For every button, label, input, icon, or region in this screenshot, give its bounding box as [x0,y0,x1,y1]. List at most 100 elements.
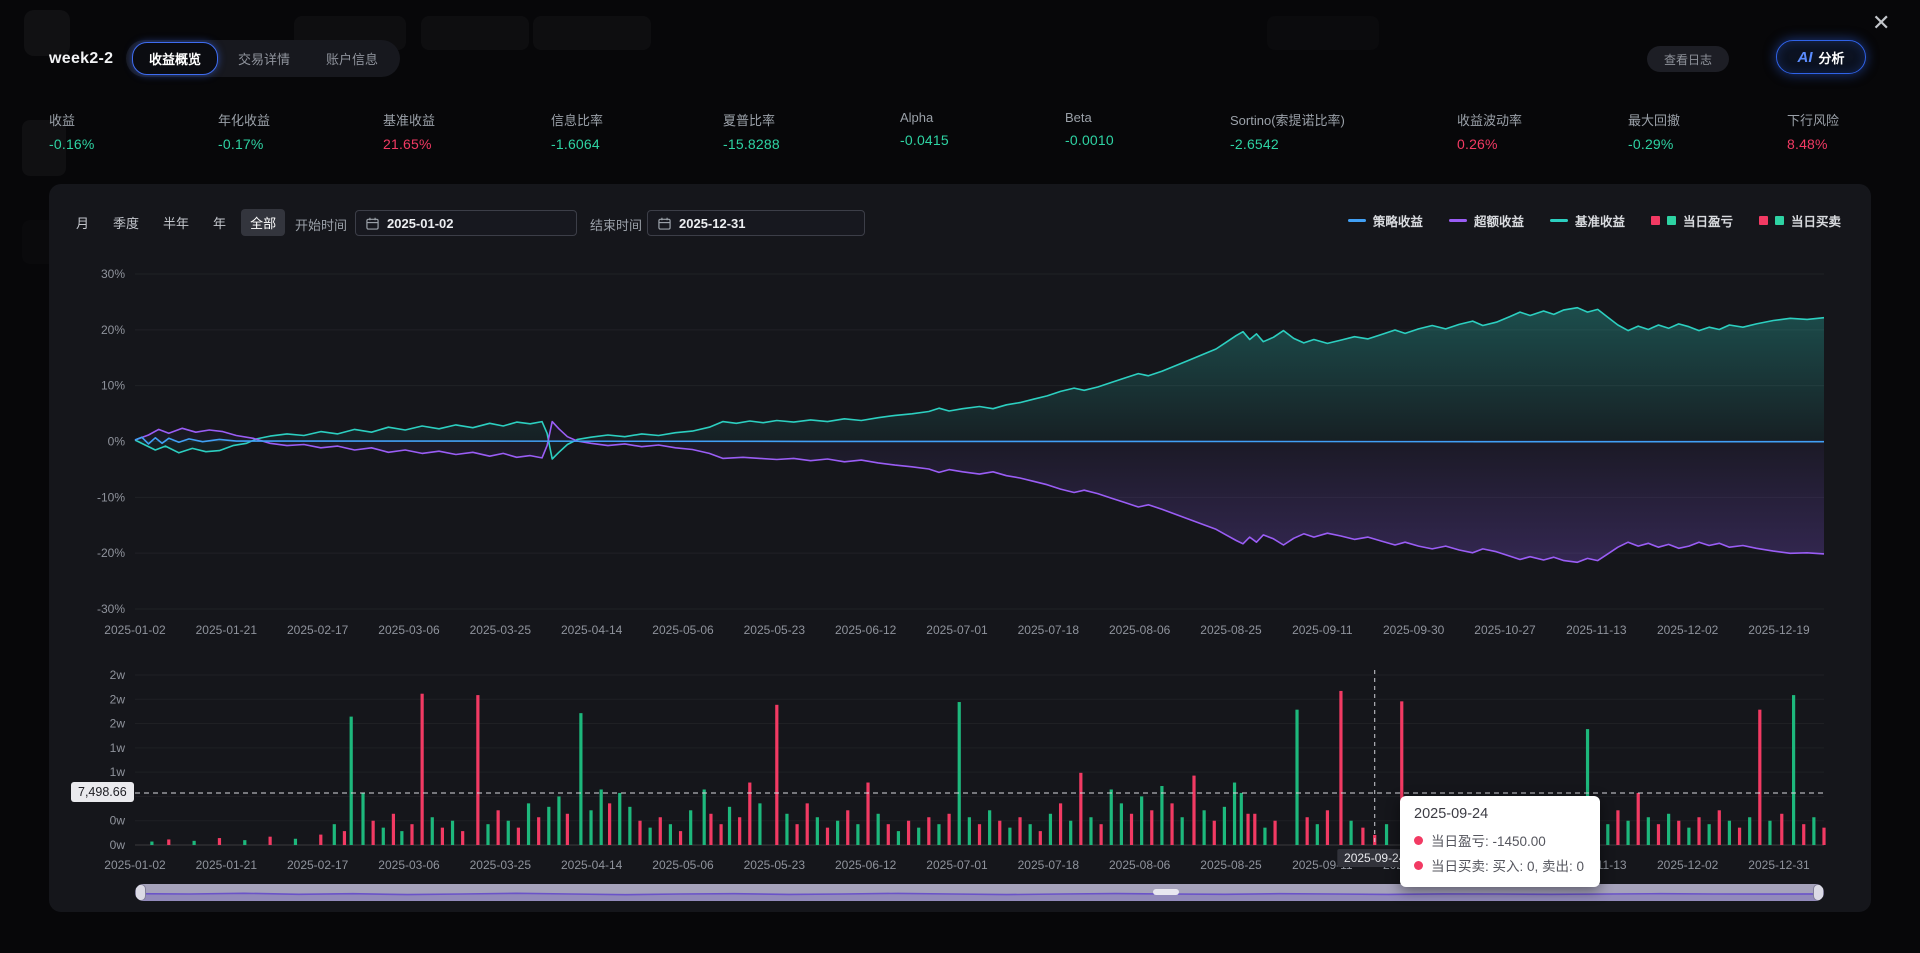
pnl-bar [856,824,859,845]
metric-label: 收益 [49,110,95,129]
pnl-bar [1306,817,1309,845]
pnl-bar [333,824,336,845]
metric-最大回撤: 最大回撤 -0.29% [1628,110,1680,152]
bar-y-tick: 1w [110,765,126,779]
pnl-bar [1718,810,1721,845]
pnl-bar [486,824,489,845]
pnl-bar [1160,786,1163,845]
metric-label: 信息比率 [551,110,603,129]
bar-x-tick: 2025-08-25 [1200,858,1262,872]
datazoom-right-handle[interactable] [1813,884,1824,901]
main-y-tick: -10% [97,490,125,504]
main-y-tick: 20% [101,323,125,337]
metric-label: 夏普比率 [723,110,780,129]
metric-收益: 收益-0.16% [49,110,95,152]
main-x-tick: 2025-03-06 [378,623,440,637]
bar-x-tick: 2025-08-06 [1109,858,1171,872]
pnl-bar [917,828,920,845]
pnl-bar [689,810,692,845]
bar-x-tick: 2025-01-21 [196,858,258,872]
pnl-bar [1748,817,1751,845]
bar-x-tick: 2025-03-06 [378,858,440,872]
pnl-bar [1626,821,1629,845]
pnl-bar [1361,828,1364,845]
pnl-bar [1181,817,1184,845]
main-x-tick: 2025-05-06 [652,623,714,637]
bar-x-tick: 2025-07-18 [1018,858,1080,872]
pnl-bar [350,717,353,845]
view-log-button[interactable]: 查看日志 [1647,46,1729,72]
pnl-bar [1657,824,1660,845]
close-icon[interactable]: ✕ [1872,12,1890,34]
datazoom-move-handle[interactable] [1153,889,1179,895]
pnl-bar [1295,710,1298,845]
pnl-bar [392,814,395,845]
pnl-bar [1263,828,1266,845]
tab-交易详情[interactable]: 交易详情 [222,43,306,74]
pnl-bar [1240,793,1243,845]
main-x-tick: 2025-11-13 [1566,623,1627,637]
bar-x-tick: 2025-12-31 [1748,858,1810,872]
pnl-bar [589,810,592,845]
metric-value: -0.0415 [900,132,949,148]
pnl-bar [527,803,530,845]
metric-label: 最大回撤 [1628,110,1680,129]
bar-y-tick: 2w [110,717,126,731]
metric-value: -15.8288 [723,136,780,152]
pnl-bar [1213,821,1216,845]
metric-value: -0.0010 [1065,132,1114,148]
main-x-tick: 2025-04-14 [561,623,623,637]
metric-label: 基准收益 [383,110,435,129]
metric-收益波动率: 收益波动率0.26% [1457,110,1522,152]
tab-收益概览[interactable]: 收益概览 [132,42,218,75]
pnl-bar [703,789,706,845]
pnl-bar [150,842,153,845]
pnl-bar [1069,821,1072,845]
pnl-bar [1738,828,1741,845]
main-y-tick: 0% [108,435,126,449]
pnl-bar [1059,803,1062,845]
metric-label: 下行风险 [1787,110,1839,129]
bar-y-tick: 0w [110,814,126,828]
pnl-bar [1008,828,1011,845]
tooltip-trades-text: 当日买卖: 买入: 0, 卖出: 0 [1431,855,1584,875]
ai-analyze-button[interactable]: AI 分析 [1776,40,1866,74]
pnl-bar [649,828,652,845]
metric-value: -0.29% [1628,136,1680,152]
tab-账户信息[interactable]: 账户信息 [310,43,394,74]
pnl-bar [816,817,819,845]
pnl-bar [1049,814,1052,845]
pnl-bar [1253,814,1256,845]
pnl-bar [1326,810,1329,845]
pnl-bar [907,821,910,845]
pnl-bar [1100,824,1103,845]
series-dot-icon [1414,861,1423,870]
pnl-bar [1606,824,1609,845]
pnl-bar [1616,810,1619,845]
metric-value: -1.6064 [551,136,603,152]
pnl-bar [1697,817,1700,845]
pnl-bar [1273,821,1276,845]
pnl-bar [218,838,221,845]
main-y-tick: 30% [101,267,125,281]
pnl-bar [1802,824,1805,845]
pnl-bar [877,814,880,845]
pnl-bar [758,803,761,845]
pnl-bar [243,840,246,845]
bar-y-tick: 2w [110,668,126,682]
pnl-bar [1223,807,1226,845]
pnl-bar [866,783,869,845]
datazoom-left-handle[interactable] [135,884,146,901]
marker-value-tag: 7,498.66 [71,782,134,802]
metric-value: -0.17% [218,136,270,152]
main-x-tick: 2025-05-23 [744,623,806,637]
pnl-bar [709,814,712,845]
main-x-tick: 2025-02-17 [287,623,349,637]
metric-label: Beta [1065,110,1114,125]
pnl-bar [1677,821,1680,845]
pnl-bar [628,807,631,845]
bar-x-tick: 2025-01-02 [104,858,166,872]
pnl-bar [659,817,662,845]
pnl-bar [719,824,722,845]
bar-x-tick: 2025-03-25 [470,858,532,872]
